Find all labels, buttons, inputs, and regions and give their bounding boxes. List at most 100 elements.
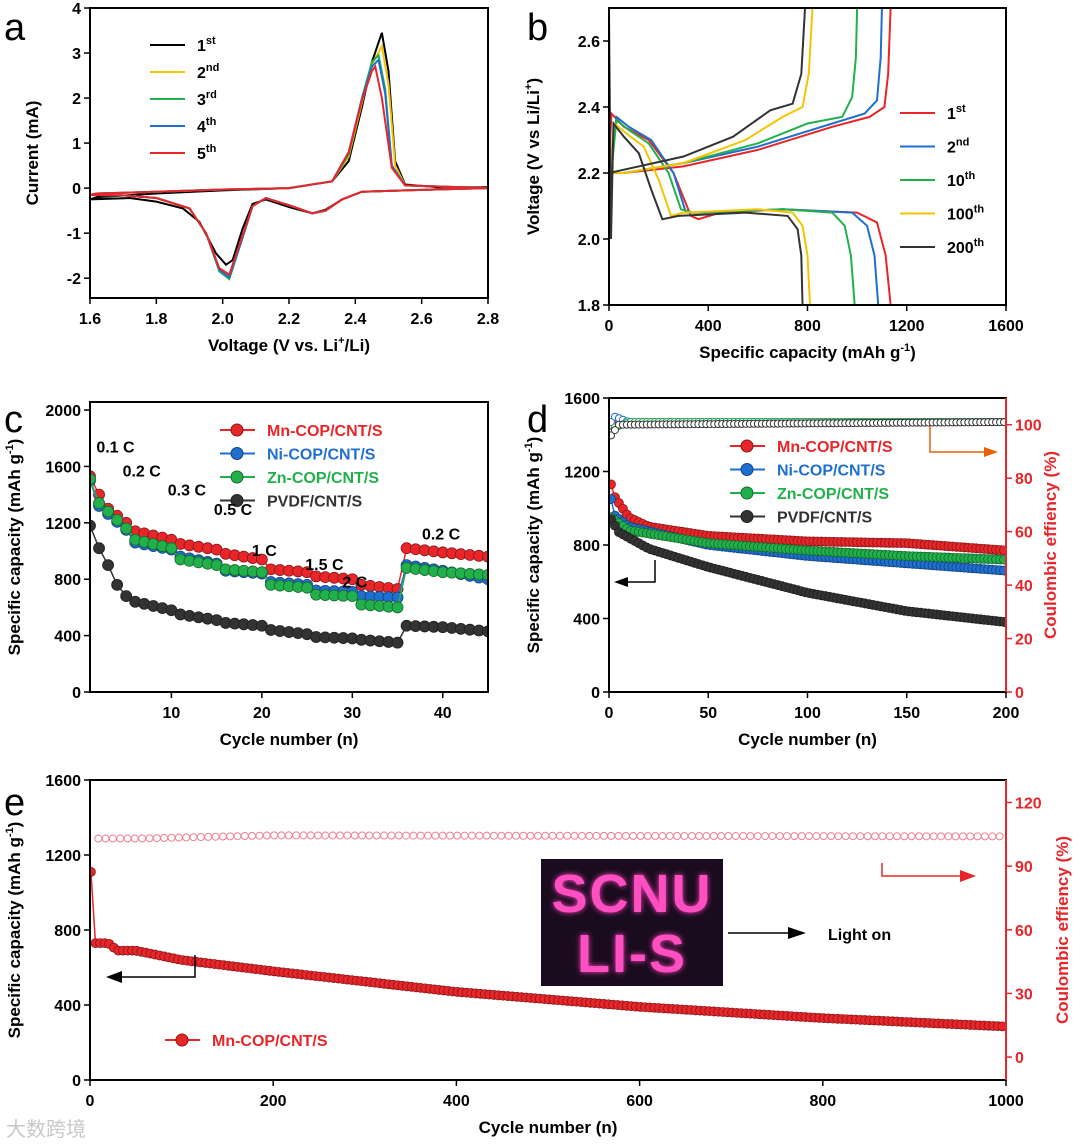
arrowhead-icon bbox=[788, 927, 806, 939]
ce-marker bbox=[1000, 418, 1006, 427]
x-tick-label: 200 bbox=[993, 705, 1020, 722]
ce-marker bbox=[262, 831, 271, 840]
data-point bbox=[391, 636, 404, 649]
x-tick-label: 50 bbox=[699, 705, 717, 722]
ce-marker bbox=[695, 831, 704, 840]
panel-a: a 1.6 1.8 2.0 2.2 2.4 2.6 2.8 -2 -1 0 1 2 3 4 Voltage (… bbox=[4, 1, 499, 355]
rate-label: 0.2 C bbox=[422, 527, 461, 544]
ce-marker bbox=[548, 831, 557, 840]
y-tick-label: -1 bbox=[67, 226, 81, 243]
y2-tick-label: 120 bbox=[1015, 795, 1042, 812]
x-tick-label: 0 bbox=[86, 1093, 95, 1110]
y2-tick-label: 90 bbox=[1015, 859, 1033, 876]
legend-label: Mn-COP/CNT/S bbox=[267, 423, 383, 440]
y-axis-label: Specific capacity (mAh g-1) bbox=[4, 439, 24, 656]
ce-marker bbox=[665, 831, 674, 840]
y2-tick-label: 80 bbox=[1015, 471, 1033, 488]
y-axis-label: Specific capacity (mAh g-1) bbox=[4, 822, 24, 1039]
data-point bbox=[609, 479, 616, 490]
y-tick-label: 800 bbox=[54, 572, 81, 589]
ce-marker bbox=[160, 833, 169, 842]
ce-marker bbox=[563, 831, 572, 840]
rate-label: 0.3 C bbox=[168, 482, 207, 499]
plot-area bbox=[609, 8, 892, 305]
y-tick-label: 400 bbox=[54, 998, 81, 1015]
ce-marker bbox=[533, 831, 542, 840]
ce-marker bbox=[358, 831, 367, 840]
y-tick-label: -2 bbox=[67, 271, 81, 288]
x-axis-label: Cycle number (n) bbox=[738, 730, 877, 749]
ce-marker bbox=[629, 831, 638, 840]
data-point bbox=[111, 578, 124, 591]
ce-marker bbox=[958, 832, 967, 841]
x-tick-label: 1200 bbox=[889, 318, 925, 335]
data-point bbox=[999, 545, 1006, 556]
ce-marker bbox=[555, 831, 564, 840]
y2-tick-label: 60 bbox=[1015, 923, 1033, 940]
ce-marker bbox=[980, 832, 989, 841]
legend-label: 4th bbox=[197, 116, 217, 136]
x-axis-label: Cycle number (n) bbox=[220, 730, 359, 749]
ce-marker bbox=[306, 831, 315, 840]
legend-label: PVDF/CNT/S bbox=[777, 510, 872, 527]
data-point bbox=[93, 497, 105, 509]
legend-marker bbox=[740, 439, 754, 453]
ce-marker bbox=[739, 832, 748, 841]
ce-marker bbox=[497, 831, 506, 840]
x-tick-label: 0 bbox=[605, 318, 614, 335]
ce-marker bbox=[849, 832, 858, 841]
ce-marker bbox=[270, 831, 279, 840]
watermark: 大数跨境 bbox=[6, 1117, 86, 1141]
ce-marker bbox=[467, 831, 476, 840]
y2-tick-label: 0 bbox=[1015, 685, 1024, 702]
legend-label: 1st bbox=[947, 103, 966, 123]
ce-marker bbox=[892, 832, 901, 841]
legend-marker bbox=[740, 510, 754, 523]
legend-label: 200th bbox=[947, 237, 984, 257]
y2-axis-label: Coulombic effiency (%) bbox=[1053, 836, 1072, 1024]
y-tick-label: 4 bbox=[72, 1, 81, 18]
x-tick-label: 800 bbox=[794, 318, 821, 335]
ce-marker bbox=[592, 831, 601, 840]
data-point bbox=[999, 554, 1006, 565]
legend-label: Ni-COP/CNT/S bbox=[777, 463, 886, 480]
data-point bbox=[120, 590, 133, 603]
ce-marker bbox=[152, 834, 161, 843]
x-axis-label: Voltage (V vs. Li+/Li) bbox=[208, 335, 370, 355]
x-axis-label: Cycle number (n) bbox=[479, 1118, 618, 1137]
ce-marker bbox=[277, 831, 286, 840]
ce-marker bbox=[819, 832, 828, 841]
rate-label: 0.2 C bbox=[123, 463, 162, 480]
ce-marker bbox=[797, 832, 806, 841]
ce-marker bbox=[336, 831, 345, 840]
led-photo: SCNU LI-S bbox=[541, 859, 723, 986]
ce-marker bbox=[995, 832, 1004, 841]
ce-marker bbox=[717, 832, 726, 841]
x-tick-label: 30 bbox=[343, 705, 361, 722]
data-point bbox=[346, 590, 359, 603]
plot-area bbox=[90, 831, 1006, 1032]
ce-marker bbox=[636, 831, 645, 840]
ce-marker bbox=[783, 832, 792, 841]
ce-marker bbox=[204, 832, 213, 841]
y-tick-label: 0 bbox=[72, 1073, 81, 1090]
ce-marker bbox=[424, 831, 433, 840]
arrow-line bbox=[120, 955, 196, 978]
series-line-200th bbox=[609, 8, 807, 174]
legend-label: 1st bbox=[197, 35, 216, 55]
series-line-4th bbox=[90, 57, 488, 279]
ce-marker bbox=[211, 832, 220, 841]
x-tick-label: 2.0 bbox=[212, 311, 234, 328]
plot-frame bbox=[608, 7, 1007, 306]
ce-marker bbox=[299, 831, 308, 840]
ce-marker bbox=[167, 833, 176, 842]
ce-marker bbox=[504, 831, 513, 840]
ce-marker bbox=[248, 831, 257, 840]
series-line-1st bbox=[90, 32, 488, 266]
ce-marker bbox=[255, 831, 264, 840]
ce-marker bbox=[328, 831, 337, 840]
ce-marker bbox=[138, 834, 147, 843]
plot-frame bbox=[89, 401, 489, 693]
arrowhead-icon bbox=[984, 447, 998, 457]
ce-marker bbox=[182, 833, 191, 842]
